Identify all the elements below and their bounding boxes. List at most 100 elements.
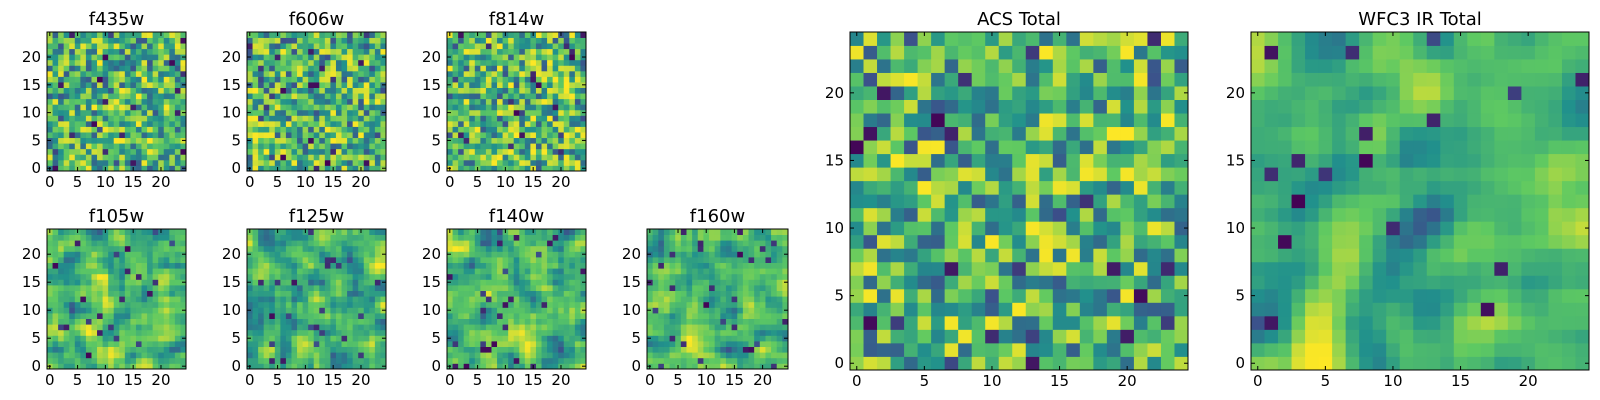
- heatmap-cell: [363, 126, 370, 133]
- heatmap-cell: [113, 98, 120, 105]
- heatmap-cell: [508, 251, 515, 258]
- heatmap-cell: [1025, 167, 1040, 182]
- heatmap-cell: [1120, 356, 1135, 371]
- heatmap-cell: [113, 229, 120, 235]
- heatmap-cell: [174, 363, 181, 370]
- heatmap-cell: [52, 290, 59, 297]
- heatmap-cell: [469, 234, 476, 241]
- heatmap-cell: [91, 43, 98, 50]
- heatmap-cell: [85, 65, 92, 72]
- heatmap-cell: [180, 104, 187, 111]
- heatmap-cell: [558, 268, 565, 275]
- heatmap-cell: [1160, 315, 1175, 330]
- heatmap-cell: [447, 87, 453, 94]
- heatmap-cell: [754, 251, 761, 258]
- heatmap-cell: [725, 229, 732, 235]
- heatmap-cell: [904, 329, 918, 344]
- heatmap-cell: [74, 59, 81, 66]
- heatmap-cell: [341, 251, 348, 258]
- heatmap-cell: [147, 279, 154, 286]
- heatmap-cell: [69, 352, 76, 359]
- heatmap-cell: [530, 54, 537, 61]
- heatmap-cell: [280, 245, 287, 252]
- heatmap-cell: [547, 296, 554, 303]
- heatmap-cell: [917, 248, 932, 263]
- heatmap-cell: [447, 148, 453, 155]
- heatmap-cell: [158, 82, 165, 88]
- heatmap-cell: [652, 234, 659, 241]
- heatmap-cell: [519, 346, 526, 353]
- heatmap-cell: [280, 234, 287, 241]
- heatmap-cell: [535, 273, 542, 280]
- heatmap-cell: [931, 356, 946, 371]
- heatmap-cell: [141, 357, 148, 364]
- heatmap-cell: [363, 313, 370, 319]
- heatmap-cell: [324, 154, 331, 161]
- heatmap-cell: [174, 137, 181, 144]
- heatmap-cell: [547, 126, 554, 133]
- heatmap-cell: [263, 324, 270, 331]
- heatmap-cell: [580, 70, 587, 77]
- heatmap-cell: [485, 132, 492, 139]
- y-tick-label: 20: [222, 48, 241, 66]
- heatmap-cell: [1052, 248, 1067, 263]
- heatmap-cell: [58, 329, 65, 336]
- heatmap-cell: [347, 120, 354, 127]
- heatmap-cell: [169, 268, 176, 275]
- heatmap-cell: [308, 32, 315, 38]
- heatmap-cell: [485, 257, 492, 263]
- heatmap-cell: [998, 342, 1013, 357]
- heatmap-cell: [313, 273, 320, 280]
- heatmap-cell: [108, 363, 115, 370]
- heatmap-cell: [141, 301, 148, 308]
- x-tick-label: 0: [45, 173, 55, 191]
- heatmap-cell: [474, 273, 481, 280]
- heatmap-cell: [725, 318, 732, 325]
- heatmap-cell: [135, 273, 142, 280]
- heatmap-cell: [158, 59, 165, 66]
- heatmap-cell: [1025, 342, 1040, 357]
- heatmap-cell: [380, 290, 387, 297]
- heatmap-cell: [558, 313, 565, 319]
- heatmap-cell: [285, 43, 292, 50]
- heatmap-cell: [135, 32, 142, 38]
- heatmap-cell: [141, 245, 148, 252]
- heatmap-cell: [1052, 356, 1067, 371]
- heatmap-cell: [341, 109, 348, 116]
- heatmap-cell: [552, 229, 559, 235]
- heatmap-cell: [263, 346, 270, 353]
- heatmap-cell: [119, 165, 126, 172]
- heatmap-cell: [119, 341, 126, 347]
- heatmap-cell: [69, 48, 76, 55]
- heatmap-cell: [1133, 180, 1148, 195]
- heatmap-cell: [574, 59, 581, 66]
- heatmap-cell: [491, 154, 498, 161]
- heatmap-cell: [513, 346, 520, 353]
- heatmap-cell: [748, 296, 755, 303]
- y-tick-label: 0: [631, 357, 641, 375]
- heatmap-cell: [480, 109, 487, 116]
- heatmap-cell: [563, 268, 570, 275]
- heatmap-cell: [547, 37, 554, 44]
- heatmap-cell: [130, 59, 137, 66]
- heatmap-cell: [782, 273, 789, 280]
- heatmap-cell: [1079, 207, 1094, 222]
- heatmap-cell: [280, 70, 287, 77]
- heatmap-cell: [130, 154, 137, 161]
- heatmap-cell: [647, 352, 654, 359]
- heatmap-cell: [469, 363, 476, 370]
- heatmap-cell: [141, 159, 148, 166]
- heatmap-cell: [308, 324, 315, 331]
- heatmap-cell: [152, 268, 159, 275]
- heatmap-cell: [280, 120, 287, 127]
- heatmap-cell: [524, 120, 531, 127]
- heatmap-cell: [141, 363, 148, 370]
- heatmap-cell: [258, 273, 265, 280]
- heatmap-cell: [52, 59, 59, 66]
- heatmap-cell: [341, 115, 348, 122]
- heatmap-cell: [91, 329, 98, 336]
- heatmap-cell: [1106, 180, 1121, 195]
- heatmap-cell: [285, 54, 292, 61]
- heatmap-cell: [697, 296, 704, 303]
